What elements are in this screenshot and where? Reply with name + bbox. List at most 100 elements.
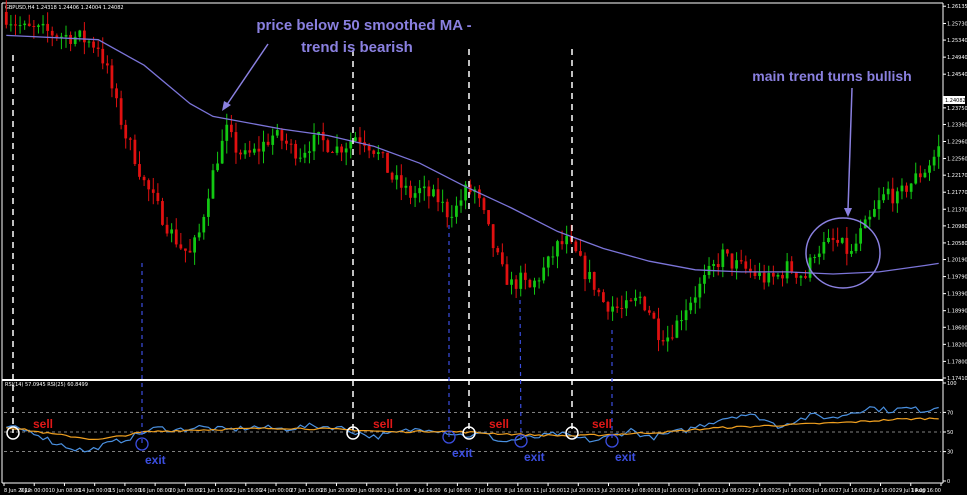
- candle-down: [781, 274, 784, 279]
- candle-up: [886, 188, 890, 195]
- time-tick-label: 29 Jul 16:00: [896, 488, 926, 494]
- candle-down: [280, 130, 284, 141]
- candle-down: [647, 310, 651, 313]
- time-tick-label: 27 Jul 16:00: [835, 488, 865, 494]
- candle-up: [262, 141, 265, 152]
- candle-up: [211, 170, 215, 199]
- candle-up: [344, 148, 348, 153]
- candle-down: [652, 312, 656, 319]
- candle-down: [358, 137, 362, 143]
- candle-up: [395, 175, 399, 180]
- price-tick-label: 1.25340: [947, 38, 967, 44]
- symbol-header: GBPUSD,H4 1.24318 1.24406 1.24004 1.2408…: [5, 5, 124, 11]
- candle-down: [115, 88, 118, 99]
- candle-down: [657, 318, 660, 341]
- candle-up: [937, 146, 941, 157]
- price-tick-label: 1.22170: [947, 173, 967, 179]
- exit-label: exit: [145, 453, 166, 467]
- time-tick-label: 14 Jul 08:00: [624, 488, 654, 494]
- candle-down: [620, 307, 624, 309]
- candle-up: [335, 146, 339, 153]
- current-price-box: [943, 96, 965, 104]
- candle-down: [399, 175, 403, 188]
- candle-down: [918, 173, 922, 178]
- candle-down: [478, 189, 481, 199]
- current-price-label: 1.24082: [945, 98, 966, 104]
- candle-up: [624, 300, 628, 309]
- candle-up: [684, 310, 688, 321]
- time-tick-label: 21 Jul 08:00: [714, 488, 744, 494]
- candle-down: [321, 131, 325, 141]
- candle-up: [923, 172, 927, 178]
- candle-down: [128, 138, 132, 140]
- candle-down: [739, 260, 743, 262]
- candle-up: [817, 253, 821, 258]
- candle-down: [771, 272, 775, 277]
- time-tick-label: 24 Jun 00:00: [260, 488, 292, 494]
- candle-up: [422, 186, 426, 189]
- candle-down: [602, 292, 605, 303]
- candle-up: [60, 36, 63, 38]
- candle-up: [822, 242, 826, 254]
- ma-series: [6, 34, 939, 275]
- candle-up: [909, 183, 913, 192]
- candle-down: [606, 302, 610, 312]
- candle-up: [785, 261, 789, 279]
- signal-markers: sell sell sell sell exit exit exit exit: [6, 43, 881, 467]
- exit-marker: [514, 434, 528, 448]
- candle-up: [546, 256, 550, 268]
- candle-up: [432, 189, 435, 197]
- candle-down: [496, 248, 500, 253]
- time-tick-label: 19 Jul 16:00: [684, 488, 714, 494]
- price-tick-label: 1.17800: [947, 359, 967, 365]
- candle-up: [721, 249, 725, 267]
- candle-down: [27, 23, 31, 26]
- candle-up: [638, 296, 642, 298]
- candle-up: [9, 24, 13, 26]
- sell-label: sell: [33, 417, 53, 431]
- candle-down: [372, 150, 376, 154]
- candle-down: [266, 141, 270, 145]
- candle-down: [179, 244, 183, 249]
- candle-down: [326, 140, 330, 152]
- candle-up: [565, 235, 569, 245]
- candle-up: [680, 320, 683, 322]
- time-tick-label: 13 Jul 20:00: [594, 488, 624, 494]
- candle-up: [551, 256, 555, 258]
- candle-down: [436, 189, 440, 203]
- candle-down: [165, 224, 169, 234]
- time-tick-label: 16 Jun 08:00: [139, 488, 171, 494]
- candle-up: [271, 135, 275, 145]
- candle-down: [119, 98, 123, 125]
- candle-down: [905, 185, 908, 192]
- candle-up: [735, 260, 738, 269]
- candle-down: [670, 337, 674, 339]
- candle-up: [202, 216, 206, 233]
- candle-down: [445, 201, 449, 218]
- time-tick-label: 14 Jun 00:00: [79, 488, 111, 494]
- price-tick-label: 1.23750: [947, 106, 967, 112]
- rsi-tick-label: 0: [947, 479, 950, 485]
- candle-up: [854, 243, 858, 252]
- candle-up: [712, 264, 716, 267]
- candle-up: [900, 185, 904, 192]
- candle-down: [14, 24, 17, 26]
- candle-down: [386, 152, 389, 173]
- candle-down: [579, 251, 582, 256]
- time-tick-label: 9 Jun 00:00: [20, 488, 49, 494]
- rsi-tick-label: 30: [947, 450, 953, 456]
- candle-up: [813, 257, 817, 259]
- candle-up: [634, 297, 637, 301]
- time-tick-label: 8 Jun 2022: [4, 488, 31, 494]
- time-tick-label: 11 Jul 16:00: [533, 488, 563, 494]
- candle-up: [877, 200, 881, 209]
- candle-up: [252, 148, 256, 153]
- annotation-bullish: main trend turns bullish: [752, 68, 911, 84]
- rsi-line-rsi25: [6, 417, 939, 440]
- time-tick-label: 7 Jul 08:00: [474, 488, 501, 494]
- candle-down: [514, 279, 518, 289]
- candle-down: [790, 261, 794, 273]
- candle-up: [698, 283, 702, 298]
- candle-up: [666, 337, 670, 342]
